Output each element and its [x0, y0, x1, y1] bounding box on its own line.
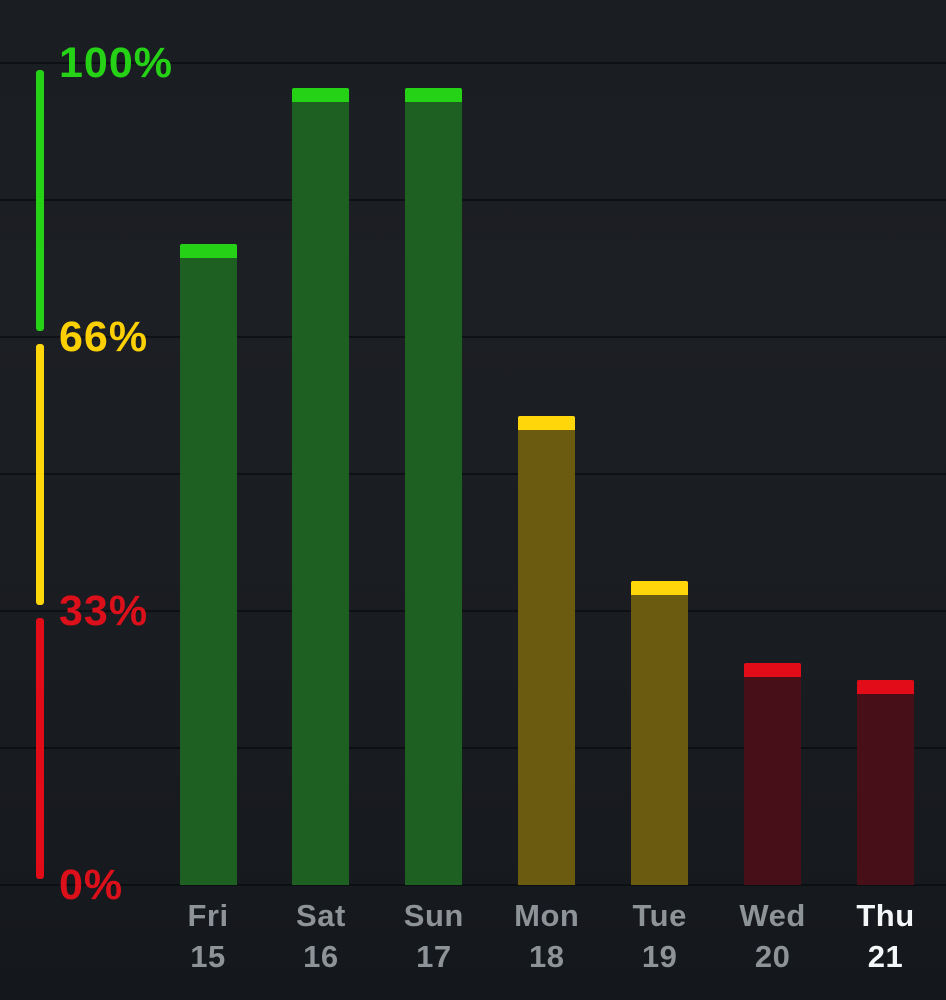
bar-body	[744, 677, 802, 885]
bar-sat-16[interactable]	[292, 87, 350, 885]
gridline	[0, 336, 946, 338]
day-name: Tue	[632, 898, 687, 933]
day-date: 15	[190, 939, 226, 974]
y-axis-segment-yellow	[36, 343, 44, 606]
day-name: Mon	[514, 898, 580, 933]
bar-cap	[631, 580, 689, 595]
x-axis-labels: Fri 15 Sat 16 Sun 17 Mon 18 Tue 19 Wed 20 Thu 21	[0, 885, 946, 1000]
bar-body	[179, 257, 237, 885]
y-axis-label-33pct: 33%	[59, 587, 149, 636]
day-date: 21	[867, 939, 904, 974]
gridline	[0, 747, 946, 749]
day-date: 17	[416, 939, 452, 974]
day-date: 16	[303, 939, 339, 974]
y-axis-label-100pct: 100%	[59, 39, 173, 87]
x-label-fri-15[interactable]: Fri 15	[187, 895, 228, 977]
bar-body	[857, 693, 914, 885]
y-axis-segment-red	[36, 618, 44, 879]
bar-fri-15[interactable]	[179, 243, 237, 885]
day-date: 20	[754, 939, 791, 974]
y-axis-label-0pct: 0%	[59, 861, 124, 909]
day-name: Sun	[403, 898, 464, 933]
day-date: 18	[529, 939, 565, 974]
gridline	[0, 610, 946, 612]
bar-wed-20[interactable]	[744, 663, 802, 885]
bar-thu-21[interactable]	[857, 679, 914, 885]
day-name: Fri	[187, 898, 229, 933]
bar-body	[631, 594, 689, 885]
bar-tue-19[interactable]	[631, 580, 689, 885]
x-label-sun-17[interactable]: Sun 17	[404, 895, 464, 977]
day-name: Wed	[739, 898, 806, 933]
bar-cap	[744, 663, 802, 678]
x-label-tue-19[interactable]: Tue 19	[633, 895, 687, 977]
x-label-wed-20[interactable]: Wed 20	[739, 895, 805, 977]
bar-cap	[292, 87, 350, 102]
bar-cap	[405, 87, 463, 102]
gridline	[0, 62, 946, 64]
x-label-mon-18[interactable]: Mon 18	[514, 895, 579, 977]
gridline	[0, 199, 946, 201]
bar-cap	[179, 243, 237, 258]
x-label-thu-21[interactable]: Thu 21	[856, 895, 914, 977]
bar-body	[518, 430, 576, 885]
x-label-sat-16[interactable]: Sat 16	[296, 895, 346, 977]
day-name: Thu	[856, 898, 915, 933]
bar-cap	[518, 416, 576, 431]
gridline	[0, 473, 946, 475]
plot-area: 100% 66% 33% 0%	[0, 39, 946, 909]
day-name: Sat	[296, 898, 346, 933]
day-date: 19	[641, 939, 678, 974]
y-axis-segment-green	[36, 70, 44, 331]
bar-cap	[857, 679, 914, 694]
y-axis-label-66pct: 66%	[59, 312, 149, 361]
bar-body	[405, 101, 463, 885]
bar-sun-17[interactable]	[405, 87, 463, 885]
bar-mon-18[interactable]	[518, 416, 576, 885]
bar-body	[292, 101, 350, 885]
gridline	[0, 884, 946, 886]
